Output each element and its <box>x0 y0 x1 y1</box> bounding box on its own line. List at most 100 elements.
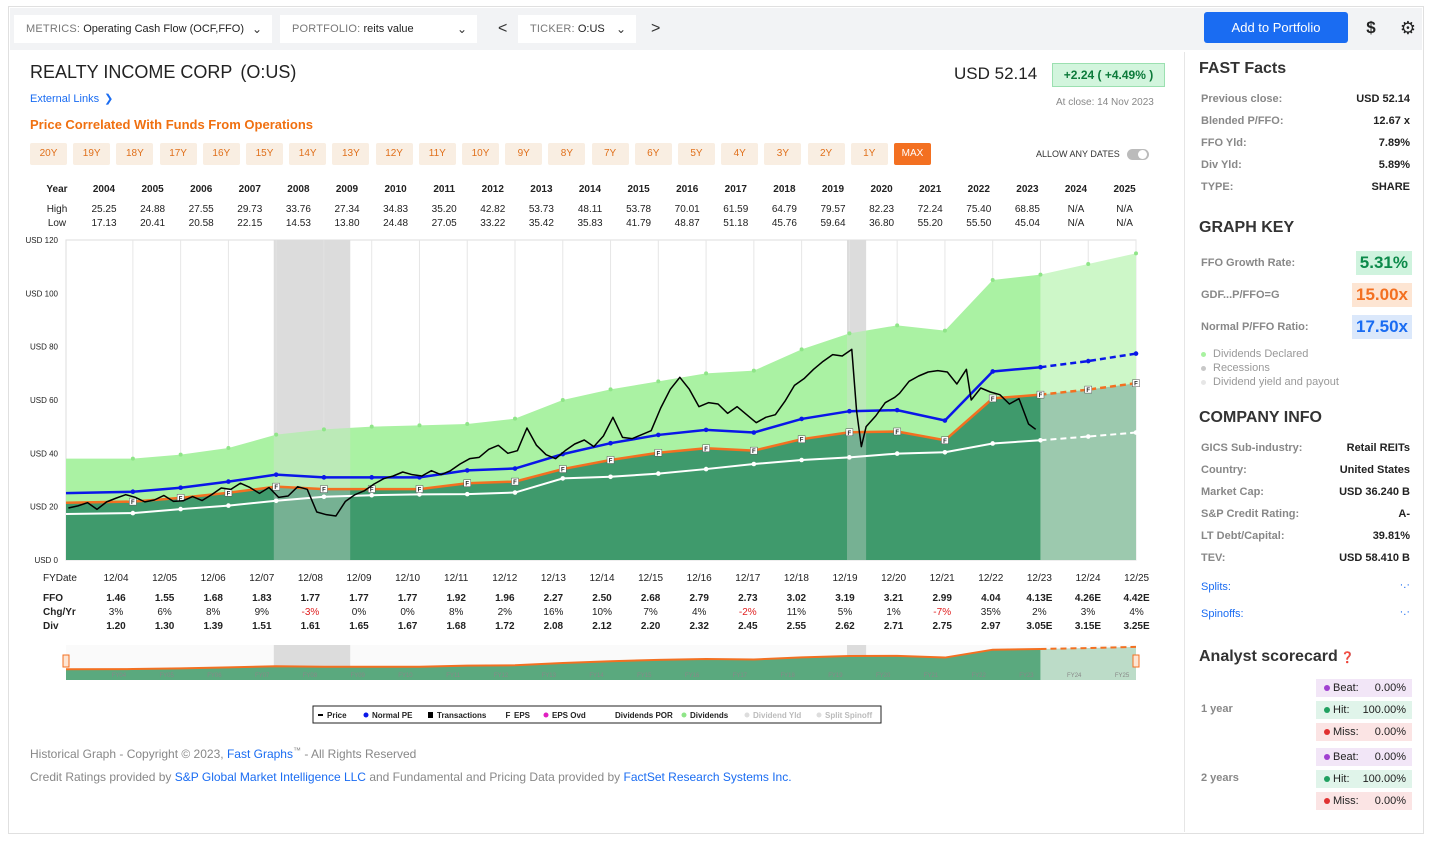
low-cell: 20.58 <box>189 218 214 229</box>
period-button-5y[interactable]: 5Y <box>678 143 715 165</box>
add-to-portfolio-button[interactable]: Add to Portfolio <box>1204 12 1348 43</box>
status-dot-icon <box>1324 754 1330 760</box>
low-cell: N/A <box>1116 218 1133 229</box>
prev-ticker-arrow[interactable]: < <box>498 20 508 37</box>
period-button-14y[interactable]: 14Y <box>289 143 327 165</box>
legend-marker: F <box>506 711 511 720</box>
dividend-point <box>178 506 183 512</box>
portfolio-dropdown[interactable]: PORTFOLIO: reits value ⌄ <box>280 15 477 43</box>
normal-pe-point <box>226 479 231 484</box>
year-cell: 2020 <box>870 184 893 195</box>
range-handle-left[interactable] <box>62 654 70 668</box>
ffo-point <box>272 482 280 491</box>
company-info-value: USD 36.240 B <box>1339 486 1410 498</box>
metrics-dropdown[interactable]: METRICS: Operating Cash Flow (OCF,FFO) ⌄ <box>14 15 272 43</box>
ffo-point <box>606 456 615 464</box>
period-button-15y[interactable]: 15Y <box>246 143 283 165</box>
fydate-cell: 12/04 <box>103 573 128 584</box>
factset-link[interactable]: FactSet Research Systems Inc. <box>623 770 792 784</box>
company-info-label: Country: <box>1201 464 1247 476</box>
period-button-12y[interactable]: 12Y <box>375 143 413 165</box>
period-button-19y[interactable]: 19Y <box>73 143 111 165</box>
legend-dot <box>1201 352 1206 357</box>
period-button-7y[interactable]: 7Y <box>591 143 629 165</box>
fast-graphs-link[interactable]: Fast Graphs <box>226 747 293 761</box>
fydate-label: FYDate <box>43 573 77 584</box>
ffo-point-label: F <box>800 438 804 444</box>
spinoffs-link[interactable]: Spinoffs: <box>1201 608 1244 620</box>
scorecard-hit: Hit: 100.00% <box>1316 770 1412 788</box>
ffo-cell: 4.42E <box>1124 593 1150 604</box>
allow-any-dates-label: ALLOW ANY DATES <box>1036 149 1120 159</box>
period-button-8y[interactable]: 8Y <box>548 143 586 165</box>
year-high-low-table: Year High Low 2004 25.25 17.13 2005 24.88 20.41 2… <box>46 184 1136 229</box>
period-button-max[interactable]: MAX <box>894 143 931 165</box>
ffo-point-label: F <box>370 488 374 494</box>
gear-icon[interactable]: ⚙ <box>1399 18 1417 38</box>
period-button-6y[interactable]: 6Y <box>634 143 672 165</box>
chg-cell: 7% <box>643 607 658 618</box>
period-button-10y[interactable]: 10Y <box>462 143 499 165</box>
low-cell: 13.80 <box>334 218 359 229</box>
range-handle-right[interactable] <box>1132 654 1140 668</box>
company-info-label: LT Debt/Capital: <box>1201 530 1285 542</box>
year-cell: 2005 <box>141 184 164 195</box>
period-button-16y[interactable]: 16Y <box>202 143 240 165</box>
fydate-cell: 12/05 <box>152 573 177 584</box>
external-links[interactable]: External Links ❯ <box>30 92 113 105</box>
next-ticker-arrow[interactable]: > <box>651 20 661 37</box>
period-button-13y[interactable]: 13Y <box>332 143 370 165</box>
dividend-point <box>799 457 804 463</box>
status-dot-icon <box>1324 685 1330 691</box>
sp-global-link[interactable]: S&P Global Market Intelligence LLC <box>174 770 366 784</box>
ffo-forecast-area <box>1040 383 1136 560</box>
period-button-18y[interactable]: 18Y <box>116 143 154 165</box>
normal-pe-point <box>799 416 804 422</box>
period-button-11y[interactable]: 11Y <box>418 143 456 165</box>
splits-link[interactable]: Splits: <box>1201 581 1231 593</box>
ffo-cell: 1.77 <box>398 593 418 604</box>
div-cell: 1.72 <box>495 621 515 632</box>
range-slider[interactable]: FY04 FY05 FY06 FY07 FY08 FY09 FY10 FY11 FY12 FY13… <box>62 645 1140 680</box>
low-cell: 27.05 <box>432 218 457 229</box>
ffo-point-label: F <box>991 397 995 403</box>
high-cell: 27.55 <box>189 204 214 215</box>
dividend-yield-point <box>417 423 422 428</box>
copyright-suffix: - All Rights Reserved <box>304 747 417 761</box>
fact-value: 12.67 x <box>1373 115 1410 127</box>
dividend-yield-point <box>178 452 183 457</box>
ffo-cell: 2.73 <box>738 593 758 604</box>
currency-button[interactable]: $ <box>1366 18 1376 37</box>
fydate-cell: 12/15 <box>638 573 663 584</box>
period-button-3y[interactable]: 3Y <box>764 143 802 165</box>
chg-cell: 6% <box>157 607 172 618</box>
company-info-value: United States <box>1339 464 1410 476</box>
mini-ffo-forecast-area <box>1040 646 1136 680</box>
allow-any-dates-toggle[interactable] <box>1127 149 1149 160</box>
period-button-4y[interactable]: 4Y <box>721 143 759 165</box>
year-cell: 2018 <box>773 184 796 195</box>
low-cell: 41.79 <box>626 218 651 229</box>
fydate-cell: 12/17 <box>735 573 760 584</box>
dividend-yield-point <box>513 416 518 421</box>
ticker-dropdown[interactable]: TICKER: O:US ⌄ <box>518 15 636 43</box>
scorecard-value: 0.00% <box>1374 795 1406 807</box>
period-button-20y[interactable]: 20Y <box>30 143 67 165</box>
year-cell: 2024 <box>1065 184 1088 195</box>
period-button-9y[interactable]: 9Y <box>505 143 543 165</box>
ffo-cell: 4.04 <box>981 593 1001 604</box>
credits-text: Credit Ratings provided by <box>30 770 172 784</box>
period-button-1y[interactable]: 1Y <box>850 143 888 165</box>
dividend-yield-point <box>895 323 900 328</box>
help-icon[interactable]: ❓ <box>1337 652 1355 664</box>
period-button-17y[interactable]: 17Y <box>159 143 197 165</box>
ffo-point-label: F <box>227 491 231 497</box>
ffo-cell: 1.68 <box>203 593 223 604</box>
dividend-yield-point <box>751 368 756 373</box>
scorecard-period: 1 year <box>1201 703 1233 715</box>
year-cell: 2015 <box>627 184 650 195</box>
normal-pe-point <box>130 489 136 495</box>
period-button-2y[interactable]: 2Y <box>807 143 845 165</box>
legend-marker <box>363 712 369 718</box>
high-cell: 61.59 <box>723 204 748 215</box>
